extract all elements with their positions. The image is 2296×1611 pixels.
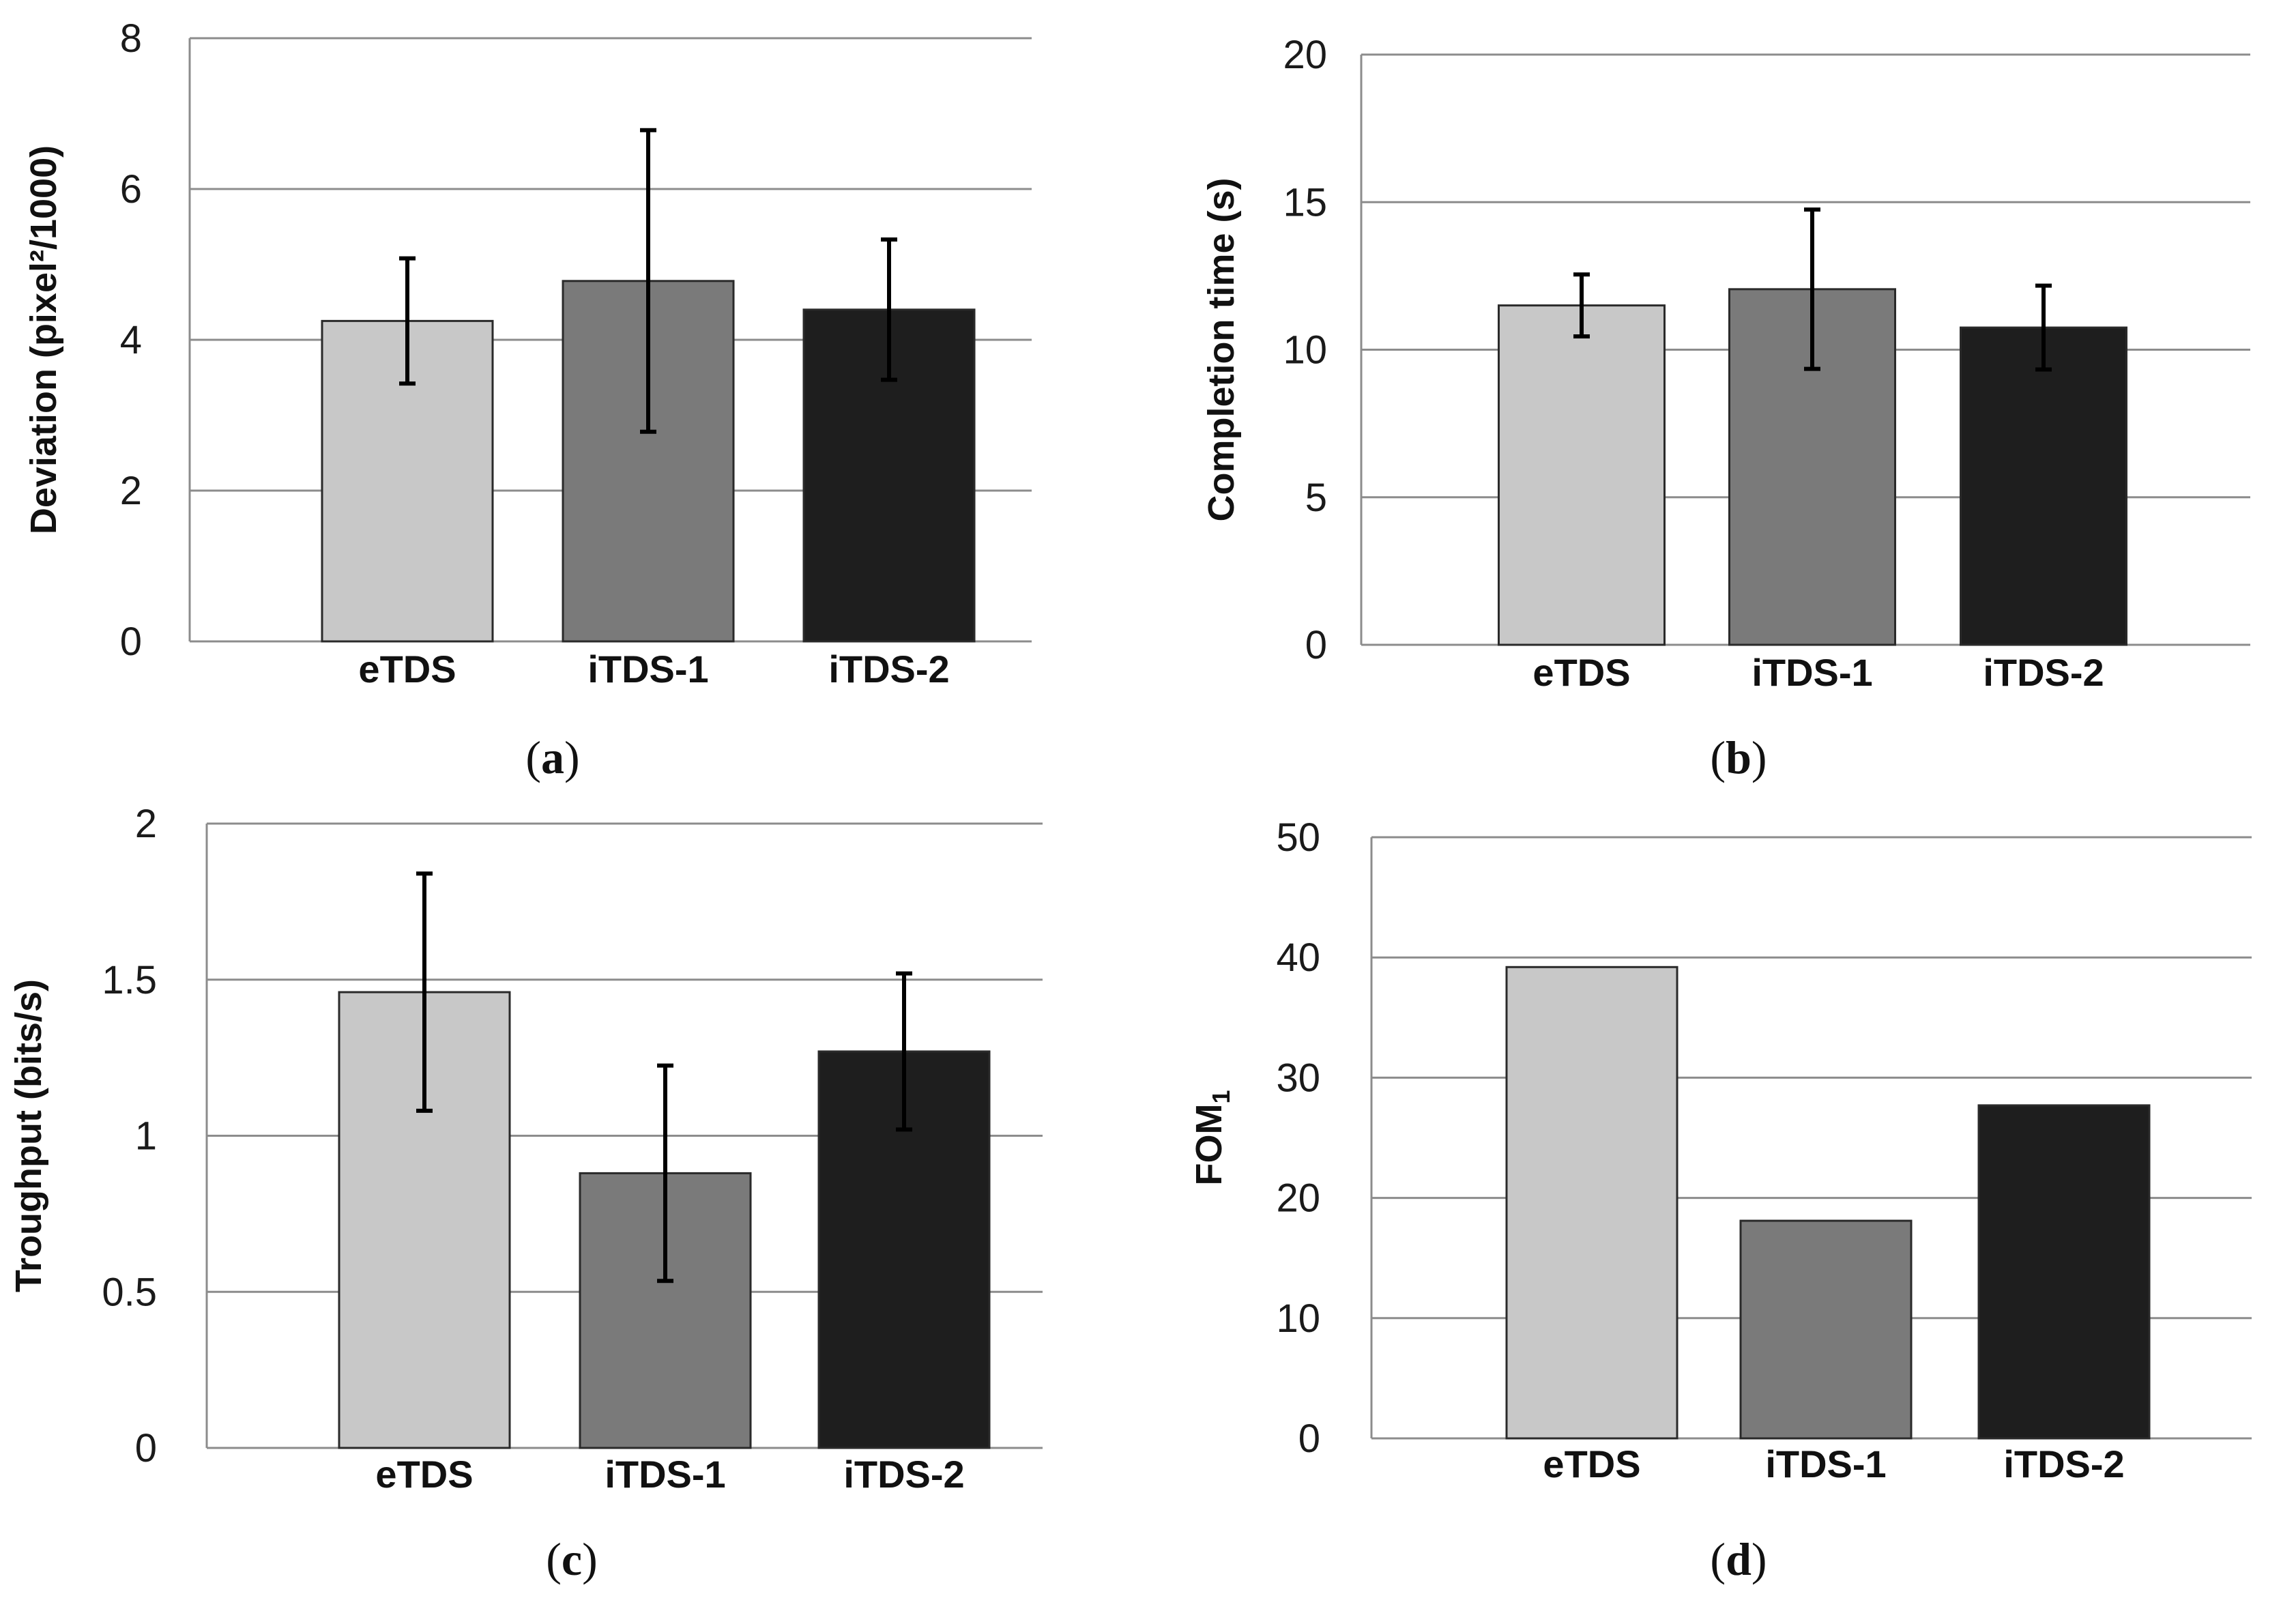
x-category-label: iTDS-1	[1752, 651, 1872, 694]
x-category-label: iTDS-1	[587, 648, 708, 691]
chart-panel-b: 0 5 10 15 20 eTDS iTDS-1 iTDS-2 Completion time …	[1201, 33, 2250, 783]
y-tick-label: 10	[1283, 328, 1327, 373]
y-tick-label: 15	[1283, 180, 1327, 224]
y-axis-title-subscript: 1	[1207, 1090, 1235, 1103]
y-axis-title: Completion time (s)	[1201, 177, 1242, 521]
y-tick-label: 5	[1305, 476, 1327, 520]
bar-iTDS-2	[1960, 326, 2127, 646]
x-category-label: eTDS	[375, 1453, 473, 1496]
x-category-label: eTDS	[1543, 1442, 1640, 1485]
x-category-label: iTDS-2	[843, 1453, 964, 1496]
y-tick-label: 8	[120, 16, 142, 61]
y-axis-title: FOM1	[1189, 1090, 1235, 1185]
y-tick-label: 4	[120, 318, 142, 362]
y-tick-label: 2	[135, 802, 157, 846]
x-category-label: iTDS-1	[1765, 1442, 1886, 1485]
chart-panel-d: 0 10 20 30 40 50 eTDS iTDS-1 iTDS-2 FOM1 (d)	[1189, 815, 2252, 1585]
y-tick-label: 0	[135, 1426, 157, 1470]
panel-label-part: )	[582, 1533, 598, 1585]
y-tick-label: 1.5	[102, 958, 157, 1002]
panel-label-part: (	[1710, 731, 1726, 783]
y-tick-label: 2	[120, 469, 142, 513]
y-tick-label: 20	[1276, 1176, 1320, 1221]
chart-panel-a: 0 2 4 6 8 eTDS iTDS-1 iTDS-2 Deviation (pixel²/1…	[23, 16, 1032, 783]
y-tick-label: 50	[1276, 815, 1320, 860]
y-tick-label: 0	[1298, 1417, 1320, 1461]
bar-iTDS-2	[1977, 1104, 2151, 1440]
y-axis-title: Deviation (pixel²/1000)	[23, 145, 64, 534]
y-tick-label: 6	[120, 167, 142, 212]
panel-label-part: b	[1726, 731, 1752, 783]
panel-label-part: (	[525, 731, 541, 783]
chart-panel-c: 0 0.5 1 1.5 2 eTDS iTDS-1 iTDS-2 Troughput (bits…	[8, 802, 1043, 1585]
panel-label-part: a	[541, 731, 564, 783]
bar-iTDS-1	[1739, 1219, 1913, 1440]
y-tick-label: 0	[120, 620, 142, 664]
panel-label-part: c	[562, 1533, 582, 1585]
panel-label-part: )	[1752, 731, 1767, 783]
y-tick-label: 40	[1276, 935, 1320, 980]
panel-label: (b)	[1710, 731, 1767, 783]
bar-eTDS	[1505, 966, 1679, 1440]
panel-label: (d)	[1710, 1533, 1767, 1585]
y-tick-label: 0.5	[102, 1270, 157, 1314]
x-category-label: iTDS-1	[605, 1453, 725, 1496]
x-category-label: iTDS-2	[1983, 651, 2104, 694]
x-category-label: eTDS	[358, 648, 456, 691]
panel-label-part: )	[1752, 1533, 1767, 1585]
y-tick-label: 1	[135, 1114, 157, 1159]
panel-label-part: (	[1710, 1533, 1726, 1585]
x-category-label: iTDS-2	[828, 648, 949, 691]
panel-label: (a)	[525, 731, 579, 783]
panel-label-part: d	[1726, 1533, 1752, 1585]
y-tick-label: 10	[1276, 1296, 1320, 1341]
y-tick-label: 0	[1305, 623, 1327, 667]
panel-label-part: (	[546, 1533, 562, 1585]
y-tick-label: 20	[1283, 33, 1327, 77]
x-category-label: iTDS-2	[2003, 1442, 2124, 1485]
panel-label: (c)	[546, 1533, 598, 1585]
panel-label-part: )	[564, 731, 580, 783]
x-category-label: eTDS	[1532, 651, 1630, 694]
bar-eTDS	[1498, 304, 1666, 646]
y-tick-label: 30	[1276, 1056, 1320, 1100]
y-axis-title: Troughput (bits/s)	[8, 979, 49, 1292]
